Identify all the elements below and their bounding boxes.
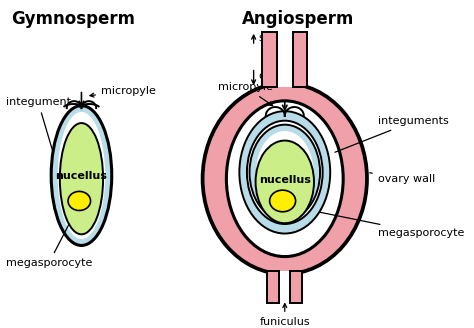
Text: micropyle: micropyle	[219, 82, 273, 106]
Text: integuments: integuments	[335, 116, 448, 152]
Text: nucellus: nucellus	[55, 171, 108, 180]
Ellipse shape	[256, 131, 314, 214]
Ellipse shape	[60, 123, 103, 234]
Ellipse shape	[239, 111, 330, 234]
Ellipse shape	[51, 106, 112, 245]
Text: micropyle: micropyle	[90, 86, 156, 97]
Text: megasporocyte: megasporocyte	[298, 208, 464, 238]
Bar	[279, 271, 291, 303]
Text: megasporocyte: megasporocyte	[6, 219, 92, 268]
Text: Gymnosperm: Gymnosperm	[11, 10, 135, 28]
Ellipse shape	[247, 121, 323, 224]
Ellipse shape	[270, 190, 296, 212]
Text: nucellus: nucellus	[259, 175, 311, 185]
Text: style: style	[258, 33, 285, 43]
Ellipse shape	[68, 192, 91, 211]
Text: ovary wall: ovary wall	[370, 173, 435, 184]
Ellipse shape	[202, 83, 367, 274]
Text: ovary: ovary	[258, 71, 290, 81]
Bar	[277, 32, 292, 87]
Bar	[262, 32, 277, 87]
Ellipse shape	[255, 141, 314, 223]
Text: funiculus: funiculus	[259, 304, 310, 327]
Ellipse shape	[58, 112, 105, 239]
Ellipse shape	[227, 101, 343, 256]
Bar	[292, 32, 307, 87]
Ellipse shape	[249, 125, 320, 220]
Bar	[267, 271, 279, 303]
Bar	[291, 271, 302, 303]
Text: Angiosperm: Angiosperm	[242, 10, 354, 28]
Text: integument: integument	[6, 97, 71, 151]
